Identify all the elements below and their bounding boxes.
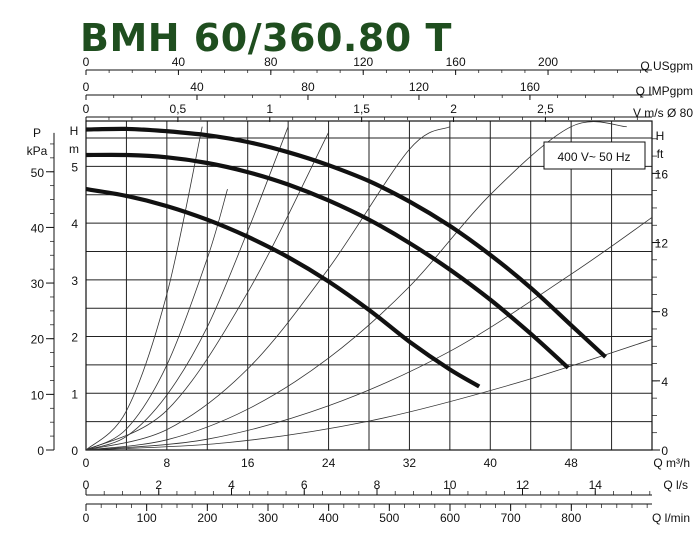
bottom-axis-tick-label: 32 bbox=[403, 456, 417, 470]
top-axis-label: Q IMPgpm bbox=[636, 84, 693, 98]
system-curve bbox=[86, 188, 228, 450]
left-axis-label-m: m bbox=[69, 142, 79, 156]
bottom-axis-tick-label: 700 bbox=[501, 511, 521, 525]
bottom-axis-tick-label: 16 bbox=[241, 456, 255, 470]
top-axis-label: Q USgpm bbox=[640, 59, 693, 73]
pump-curve bbox=[85, 187, 481, 389]
top-axis-tick-label: 160 bbox=[520, 80, 540, 94]
left-axis-tick-label: 1 bbox=[71, 387, 78, 401]
bottom-axis-label: Q l/s bbox=[663, 478, 688, 492]
top-axis-tick-label: 0 bbox=[83, 102, 90, 116]
bottom-axis-tick-label: 0 bbox=[83, 511, 90, 525]
bottom-axis-tick-label: 8 bbox=[374, 478, 381, 492]
plot-frame bbox=[85, 120, 653, 451]
left-axis-label-p: P bbox=[33, 126, 41, 140]
bottom-axis-tick-label: 500 bbox=[379, 511, 399, 525]
bottom-axis-tick-label: 6 bbox=[301, 478, 308, 492]
top-axis-tick-label: 80 bbox=[301, 80, 315, 94]
top-axis-label: V m/s Ø 80 bbox=[633, 106, 693, 120]
bottom-axis-tick-label: 800 bbox=[561, 511, 581, 525]
left-axis-label-h: H bbox=[70, 124, 79, 138]
chart-title: BMH 60/360.80 T bbox=[80, 16, 452, 60]
bottom-axis-tick-label: 300 bbox=[258, 511, 278, 525]
bottom-axis-tick-label: 14 bbox=[589, 478, 603, 492]
left-axis-tick-label: 10 bbox=[31, 388, 45, 402]
top-axis-tick-label: 40 bbox=[172, 55, 186, 69]
left-axis-tick-label: 3 bbox=[71, 274, 78, 288]
bottom-axis-tick-label: 12 bbox=[516, 478, 530, 492]
voltage-annotation-text: 400 V~ 50 Hz bbox=[557, 150, 630, 164]
bottom-axis-tick-label: 24 bbox=[322, 456, 336, 470]
left-axis-tick-label: 40 bbox=[31, 221, 45, 235]
right-axis-tick-label: 4 bbox=[661, 375, 668, 389]
top-axis-tick-label: 1 bbox=[266, 102, 273, 116]
voltage-annotation-box bbox=[543, 141, 646, 170]
top-axis-tick-label: 1,5 bbox=[353, 102, 370, 116]
top-axis-tick-label: 0 bbox=[83, 80, 90, 94]
right-axis-label-ft: ft bbox=[657, 147, 664, 161]
bottom-axis-tick-label: 100 bbox=[137, 511, 157, 525]
top-axis-tick-label: 200 bbox=[538, 55, 558, 69]
left-axis-tick-label: 0 bbox=[37, 444, 44, 458]
bottom-axis-tick-label: 0 bbox=[83, 456, 90, 470]
bottom-axis-label: Q l/min bbox=[652, 511, 690, 525]
right-axis-tick-label: 8 bbox=[661, 306, 668, 320]
bottom-axis-tick-label: 40 bbox=[484, 456, 498, 470]
system-curve bbox=[86, 132, 329, 450]
pump-curve bbox=[85, 152, 570, 370]
bottom-axis-tick-label: 48 bbox=[564, 456, 578, 470]
left-axis-tick-label: 2 bbox=[71, 331, 78, 345]
pump-curve bbox=[85, 126, 607, 359]
left-axis-tick-label: 0 bbox=[71, 444, 78, 458]
system-curve bbox=[86, 339, 652, 450]
bottom-axis-tick-label: 10 bbox=[443, 478, 457, 492]
pump-curves bbox=[85, 126, 607, 389]
bottom-axis-tick-label: 4 bbox=[228, 478, 235, 492]
system-curve bbox=[86, 126, 289, 450]
bottom-axis-tick-label: 600 bbox=[440, 511, 460, 525]
right-axis-tick-label: 12 bbox=[655, 237, 669, 251]
top-axis-tick-label: 160 bbox=[446, 55, 466, 69]
system-curve bbox=[86, 217, 652, 450]
system-curve bbox=[86, 126, 203, 450]
system-curve bbox=[86, 126, 451, 450]
bottom-axis-label: Q m³/h bbox=[653, 456, 690, 470]
voltage-annotation: 400 V~ 50 Hz bbox=[543, 141, 646, 170]
top-axis-tick-label: 2 bbox=[450, 102, 457, 116]
top-axis-tick-label: 40 bbox=[190, 80, 204, 94]
left-axis-label-kpa: kPa bbox=[27, 144, 48, 158]
top-axis-tick-label: 0 bbox=[83, 55, 90, 69]
top-axis-tick-label: 80 bbox=[264, 55, 278, 69]
left-axis-tick-label: 50 bbox=[31, 166, 45, 180]
left-axis-tick-label: 4 bbox=[71, 217, 78, 231]
bottom-axis-tick-label: 400 bbox=[319, 511, 339, 525]
right-axis-label-h: H bbox=[656, 129, 665, 143]
bottom-axis-tick-label: 200 bbox=[197, 511, 217, 525]
right-axis-tick-label: 16 bbox=[655, 167, 669, 181]
top-axis-tick-label: 120 bbox=[409, 80, 429, 94]
bottom-axis-tick-label: 0 bbox=[83, 478, 90, 492]
top-axis-tick-label: 0,5 bbox=[170, 102, 187, 116]
left-axis-tick-label: 5 bbox=[71, 160, 78, 174]
bottom-axis-tick-label: 8 bbox=[164, 456, 171, 470]
right-axis-tick-label: 0 bbox=[661, 444, 668, 458]
left-axis-tick-label: 30 bbox=[31, 277, 45, 291]
top-axis-tick-label: 2,5 bbox=[537, 102, 554, 116]
top-axis-tick-label: 120 bbox=[353, 55, 373, 69]
grid bbox=[85, 120, 653, 451]
bottom-axis-tick-label: 2 bbox=[155, 478, 162, 492]
left-axis-tick-label: 20 bbox=[31, 333, 45, 347]
